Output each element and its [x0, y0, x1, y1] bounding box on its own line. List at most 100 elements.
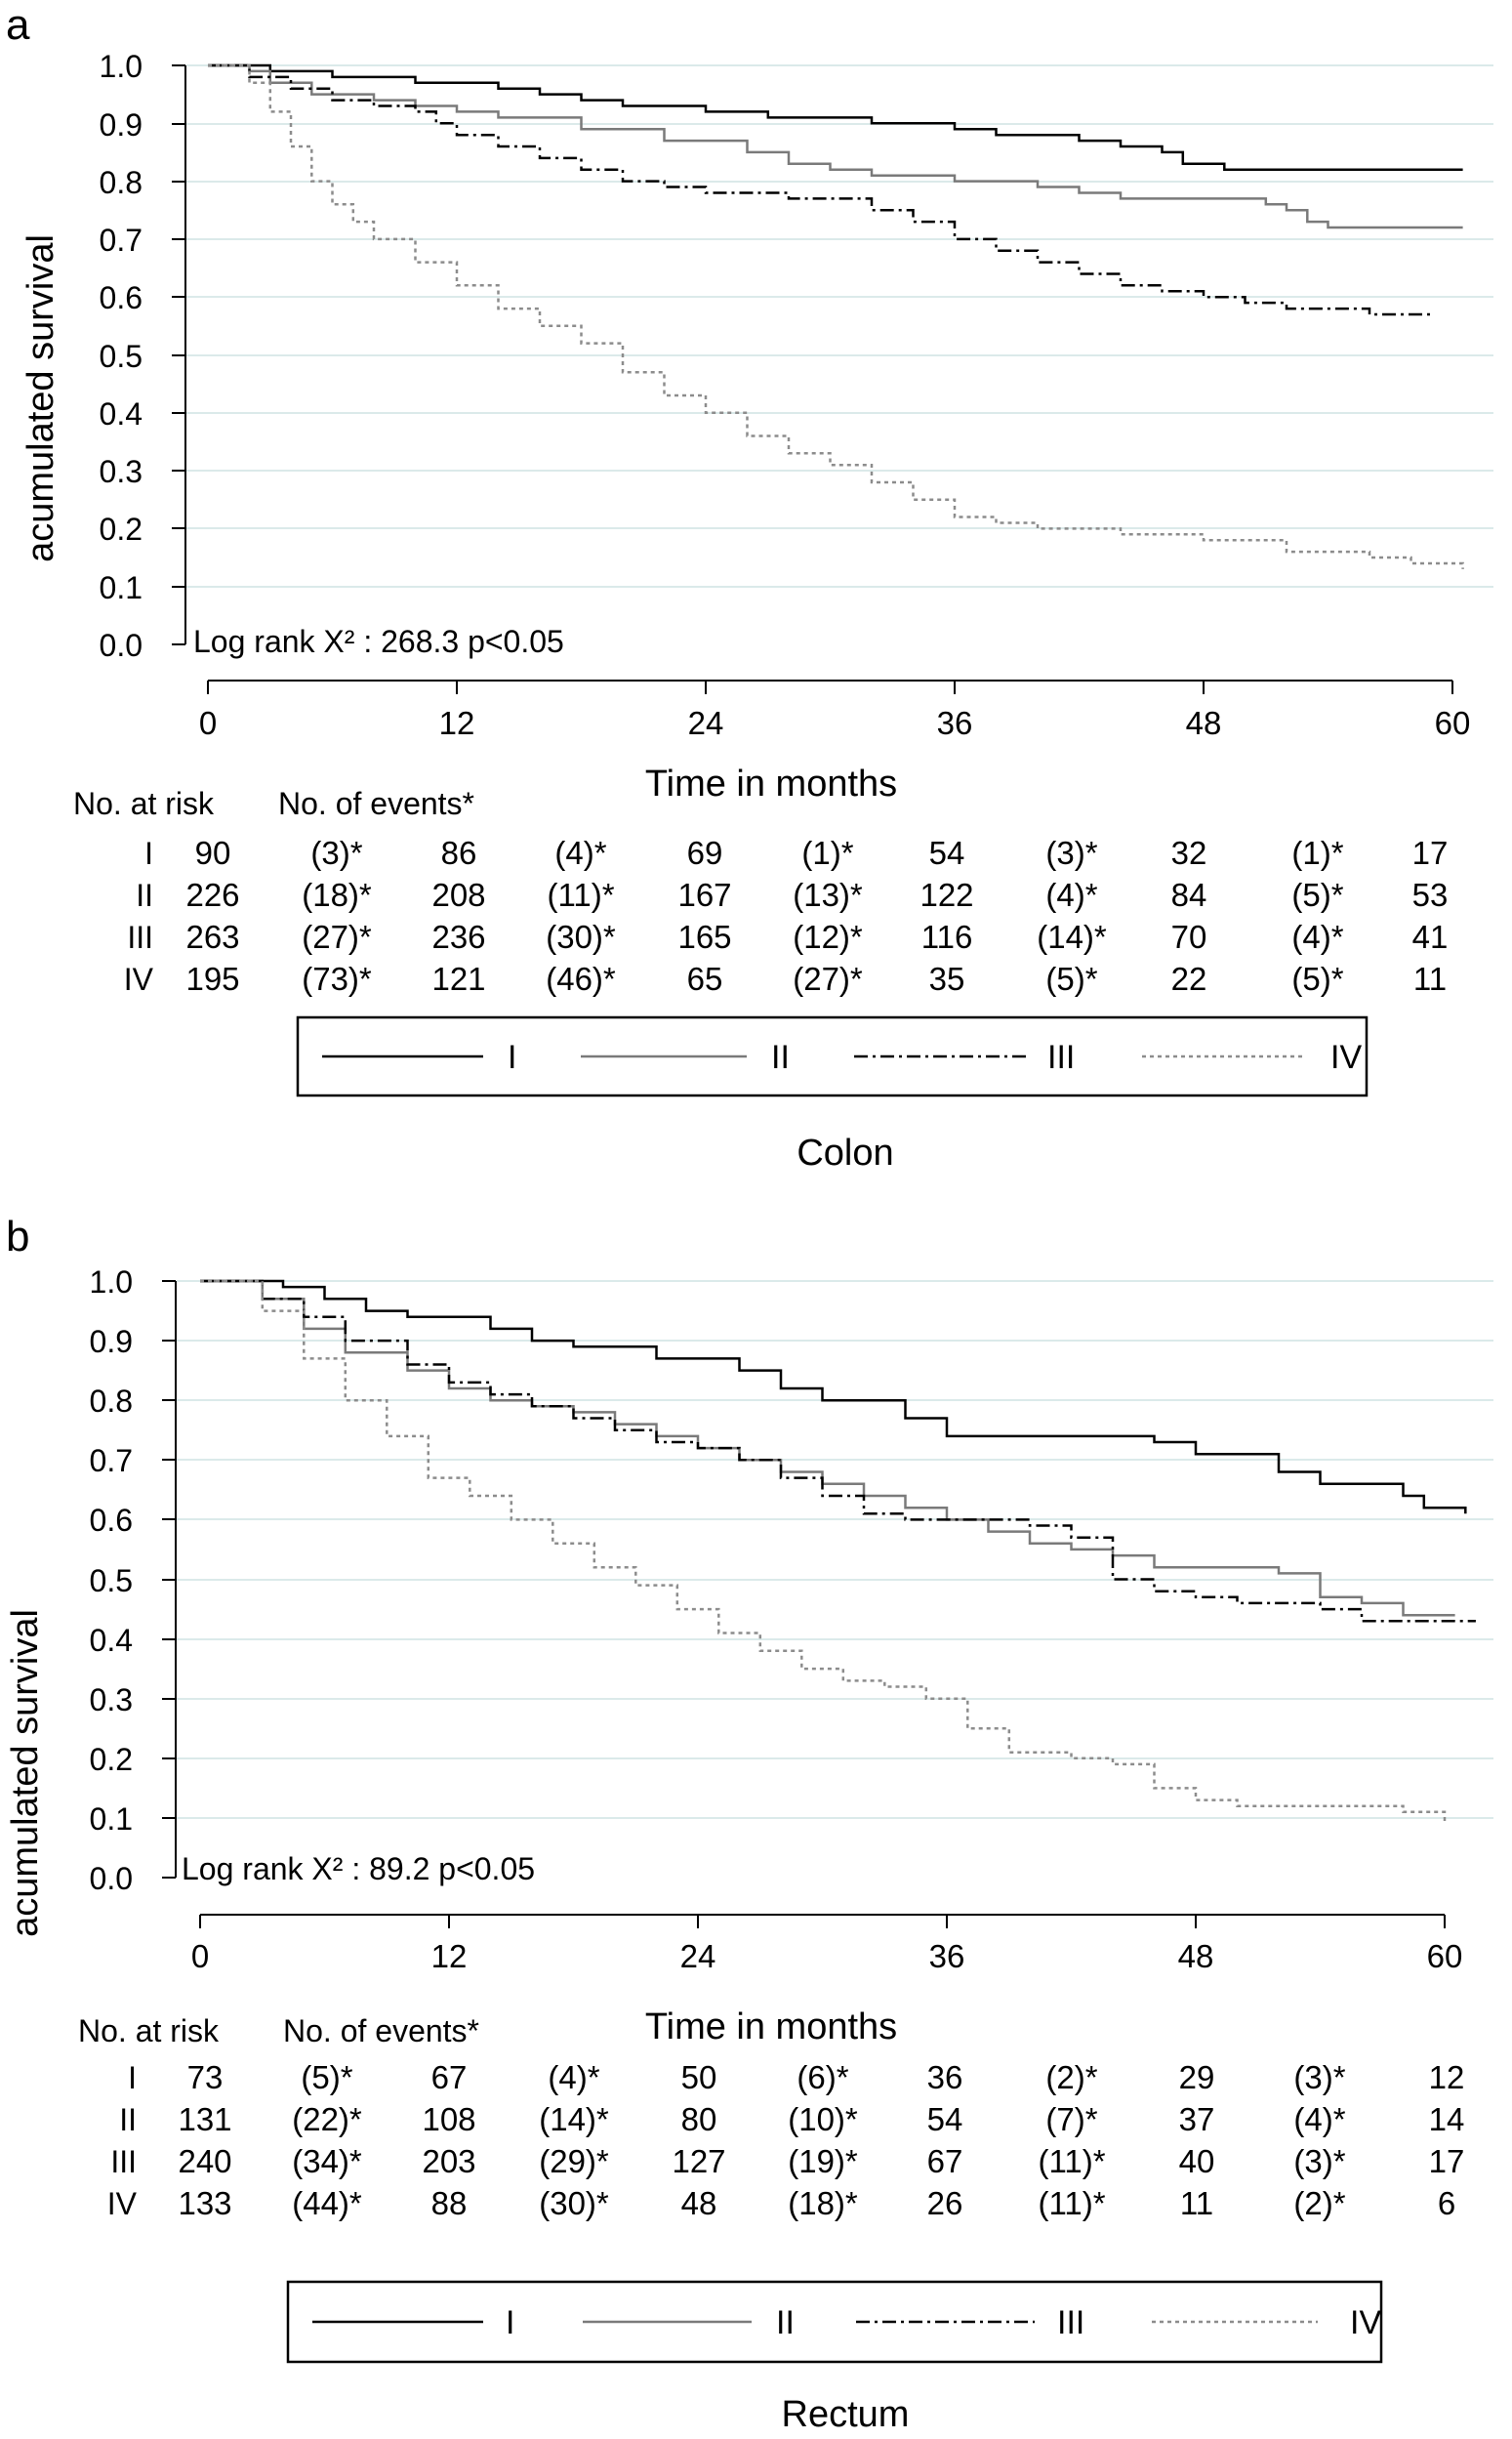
survival-curve-stage-iii — [200, 1279, 1476, 1623]
risk-cell: 263 — [185, 919, 239, 955]
survival-curve-stage-ii — [200, 1279, 1455, 1617]
survival-curves — [208, 63, 1464, 569]
risk-cell: (5)* — [1291, 877, 1343, 913]
risk-cell: 226 — [185, 877, 239, 913]
y-ticks: 0.0 0.1 0.2 0.3 0.4 0.5 0.6 0.7 0.8 0.9 … — [90, 1264, 176, 1896]
risk-cell: 22 — [1171, 961, 1207, 997]
risk-cell: 54 — [927, 2101, 963, 2137]
risk-cell: (10)* — [788, 2101, 858, 2137]
risk-row: IV 195 (73)* 121 (46)* 65 (27)* 35 (5)* … — [124, 961, 1447, 997]
y-tick-label: 0.9 — [100, 107, 143, 143]
risk-row-label: II — [136, 878, 153, 913]
y-axis-label: acumulated survival — [20, 234, 61, 562]
y-tick-label: 0.8 — [100, 165, 143, 200]
risk-cell: 70 — [1171, 919, 1207, 955]
risk-cell: (7)* — [1045, 2101, 1097, 2137]
risk-cell: 11 — [1180, 2185, 1213, 2221]
y-tick-label: 1.0 — [100, 49, 143, 84]
risk-cell: (3)* — [1293, 2059, 1345, 2095]
risk-cell: 65 — [687, 961, 723, 997]
legend-label: IV — [1350, 2304, 1381, 2341]
risk-cell: (5)* — [301, 2059, 352, 2095]
y-gridlines — [186, 64, 1493, 588]
x-tick-label: 12 — [439, 705, 475, 741]
risk-table: No. at risk No. of events* I 73 (5)* 67 … — [78, 2013, 1464, 2221]
risk-cell: (1)* — [1291, 835, 1343, 871]
y-tick-label: 0.6 — [90, 1503, 133, 1538]
y-tick-label: 0.2 — [90, 1742, 133, 1777]
risk-cell: 88 — [431, 2185, 468, 2221]
risk-row: III 240 (34)* 203 (29)* 127 (19)* 67 (11… — [110, 2143, 1464, 2179]
survival-curve-stage-ii — [208, 63, 1463, 229]
risk-cell: 133 — [178, 2185, 231, 2221]
risk-cell: (12)* — [793, 919, 863, 955]
y-tick-label: 0.4 — [90, 1623, 133, 1658]
log-rank-annotation: Log rank X² : 268.3 p<0.05 — [193, 624, 564, 659]
risk-row-label: I — [144, 836, 153, 871]
panel-caption: Rectum — [782, 2394, 910, 2434]
risk-cell: (11)* — [547, 877, 614, 913]
risk-cell: 84 — [1171, 877, 1207, 913]
risk-cell: 17 — [1429, 2143, 1465, 2179]
risk-row-label: I — [128, 2060, 137, 2095]
y-tick-label: 0.9 — [90, 1324, 133, 1359]
legend-label: IV — [1330, 1039, 1362, 1076]
risk-row: II 226 (18)* 208 (11)* 167 (13)* 122 (4)… — [136, 877, 1448, 913]
risk-cell: (14)* — [539, 2101, 609, 2137]
risk-row-label: IV — [107, 2186, 138, 2221]
risk-row-label: II — [119, 2102, 137, 2137]
colon-survival-chart: a acumulated survival — [6, 1, 1493, 1174]
risk-header-events: No. of events* — [283, 2013, 479, 2048]
risk-table: No. at risk No. of events* I 90 (3)* 86 … — [73, 786, 1448, 997]
x-tick-label: 36 — [929, 1938, 965, 1974]
x-tick-label: 0 — [191, 1938, 209, 1974]
risk-cell: (46)* — [546, 961, 616, 997]
risk-cell: (4)* — [1293, 2101, 1345, 2137]
risk-cell: 32 — [1171, 835, 1207, 871]
risk-cell: 54 — [929, 835, 965, 871]
risk-cell: (3)* — [1045, 835, 1097, 871]
survival-curve-stage-iv — [200, 1279, 1447, 1824]
risk-cell: (2)* — [1045, 2059, 1097, 2095]
risk-cell: 116 — [921, 919, 973, 955]
x-tick-label: 24 — [680, 1938, 716, 1974]
y-tick-label: 0.4 — [100, 396, 143, 432]
risk-cell: (29)* — [539, 2143, 609, 2179]
risk-cell: (27)* — [793, 961, 863, 997]
risk-row-label: III — [127, 920, 153, 955]
legend-label: I — [508, 1039, 516, 1076]
survival-curve-stage-i — [208, 63, 1463, 171]
risk-cell: (11)* — [1038, 2185, 1105, 2221]
risk-cell: 41 — [1412, 919, 1449, 955]
panel-caption: Colon — [797, 1133, 893, 1174]
risk-cell: 12 — [1429, 2059, 1465, 2095]
risk-cell: 165 — [677, 919, 731, 955]
risk-cell: (14)* — [1037, 919, 1107, 955]
risk-cell: 131 — [178, 2101, 231, 2137]
risk-cell: 69 — [687, 835, 723, 871]
legend-label: III — [1047, 1039, 1075, 1076]
risk-cell: (18)* — [302, 877, 372, 913]
risk-cell: (4)* — [548, 2059, 599, 2095]
risk-row: I 90 (3)* 86 (4)* 69 (1)* 54 (3)* 32 (1)… — [144, 835, 1448, 871]
risk-cell: 195 — [185, 961, 239, 997]
risk-cell: (3)* — [310, 835, 362, 871]
risk-cell: (1)* — [801, 835, 853, 871]
survival-curves — [200, 1279, 1476, 1824]
risk-header-at-risk: No. at risk — [78, 2013, 220, 2048]
risk-cell: 26 — [927, 2185, 963, 2221]
y-ticks: 0.0 0.1 0.2 0.3 0.4 0.5 0.6 0.7 0.8 0.9 … — [100, 49, 185, 663]
y-tick-label: 0.2 — [100, 512, 143, 547]
risk-cell: 50 — [681, 2059, 717, 2095]
y-tick-label: 0.1 — [100, 570, 143, 605]
risk-cell: (19)* — [788, 2143, 858, 2179]
risk-cell: 240 — [178, 2143, 231, 2179]
x-ticks: 0 12 24 36 48 60 — [199, 681, 1470, 741]
risk-row-label: IV — [124, 962, 154, 997]
risk-cell: 208 — [431, 877, 485, 913]
x-axis-label: Time in months — [645, 2006, 897, 2047]
legend: I II III IV — [296, 1015, 1369, 1097]
x-tick-label: 12 — [431, 1938, 468, 1974]
risk-header-events: No. of events* — [278, 786, 474, 821]
risk-cell: (44)* — [292, 2185, 362, 2221]
